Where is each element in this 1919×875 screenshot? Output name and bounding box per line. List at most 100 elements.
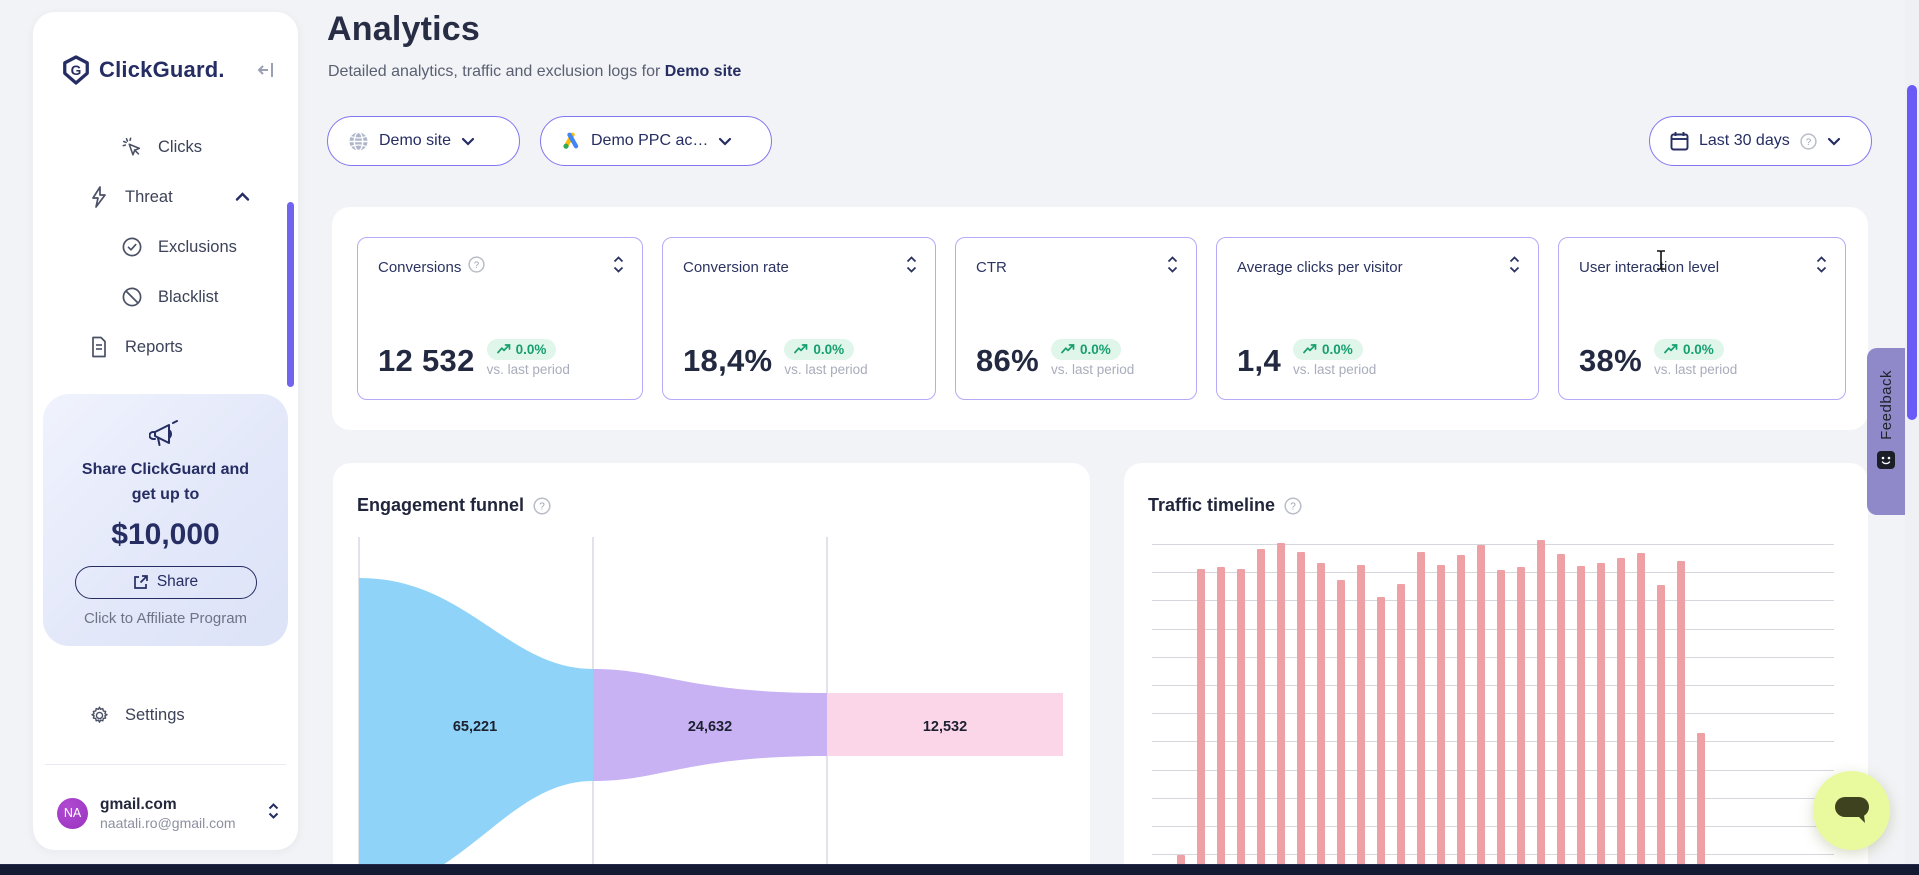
date-range-value: Last 30 days bbox=[1699, 132, 1790, 149]
traffic-bar bbox=[1617, 558, 1625, 866]
traffic-bar bbox=[1257, 549, 1265, 866]
traffic-bar bbox=[1697, 733, 1705, 866]
stat-compare-label: vs. last period bbox=[784, 362, 868, 377]
traffic-bar bbox=[1657, 585, 1665, 866]
sidebar-item-threat[interactable]: Threat bbox=[33, 172, 298, 222]
funnel-title: Engagement funnel bbox=[357, 495, 525, 515]
gear-icon bbox=[88, 704, 110, 726]
traffic-bar bbox=[1597, 563, 1605, 866]
stats-row: Conversions ? 12 532 0.0% vs. last perio… bbox=[357, 237, 1846, 400]
site-selector-value: Demo site bbox=[379, 132, 452, 149]
traffic-bar bbox=[1557, 554, 1565, 866]
help-icon[interactable]: ? bbox=[533, 496, 551, 515]
traffic-bar bbox=[1677, 561, 1685, 866]
ppc-account-value: Demo PPC ac… bbox=[591, 132, 709, 149]
page-title: Analytics bbox=[327, 10, 480, 48]
sidebar-item-reports[interactable]: Reports bbox=[33, 322, 298, 372]
app-title: ClickGuard. bbox=[99, 57, 225, 82]
sidebar-item-label: Blacklist bbox=[158, 287, 219, 306]
stat-card-conversions: Conversions ? 12 532 0.0% vs. last perio… bbox=[357, 237, 643, 400]
feedback-smiley-icon bbox=[1877, 450, 1895, 469]
stat-title: CTR bbox=[976, 258, 1007, 276]
taskbar bbox=[0, 864, 1919, 875]
chevron-up-icon[interactable] bbox=[235, 189, 250, 207]
help-icon[interactable]: ? bbox=[1284, 496, 1302, 515]
globe-icon bbox=[349, 131, 368, 151]
settings-label: Settings bbox=[125, 705, 185, 724]
stat-change-badge: 0.0% bbox=[1293, 339, 1363, 360]
page-scrollbar-track[interactable] bbox=[1905, 0, 1919, 875]
funnel-stage-1 bbox=[359, 578, 593, 871]
stat-change-value: 0.0% bbox=[515, 342, 547, 357]
funnel-stage-3-value: 12,532 bbox=[923, 719, 967, 735]
sidebar-item-blacklist[interactable]: Blacklist bbox=[33, 272, 298, 322]
sidebar-scrollbar-thumb[interactable] bbox=[287, 202, 294, 387]
stat-change-badge: 0.0% bbox=[1050, 339, 1121, 360]
affiliate-program-link[interactable]: Click to Affiliate Program bbox=[83, 609, 248, 627]
sidebar-item-settings[interactable]: Settings bbox=[33, 690, 298, 740]
stat-card-ctr: CTR 86% 0.0% vs. last period bbox=[955, 237, 1197, 400]
stat-compare-label: vs. last period bbox=[1653, 362, 1738, 377]
user-name: gmail.com bbox=[100, 795, 177, 813]
stat-value: 12 532 bbox=[378, 343, 475, 378]
stat-compare-label: vs. last period bbox=[486, 362, 570, 377]
traffic-bar bbox=[1537, 540, 1545, 866]
megaphone-icon bbox=[148, 420, 178, 446]
stat-change-badge: 0.0% bbox=[784, 339, 855, 360]
stat-change-value: 0.0% bbox=[813, 342, 845, 357]
trend-up-icon bbox=[1061, 342, 1075, 357]
gridline bbox=[1152, 544, 1834, 545]
page-scrollbar-thumb[interactable] bbox=[1907, 85, 1917, 420]
ppc-account-dropdown[interactable]: Demo PPC ac… bbox=[540, 116, 772, 166]
page-subtitle: Detailed analytics, traffic and exclusio… bbox=[328, 63, 741, 81]
metric-sort-control[interactable] bbox=[613, 256, 624, 278]
traffic-bar bbox=[1357, 565, 1365, 866]
help-icon[interactable]: ? bbox=[468, 256, 486, 278]
site-selector-dropdown[interactable]: Demo site bbox=[327, 116, 520, 166]
user-account-menu[interactable]: NA gmail.com naatali.ro@gmail.com bbox=[33, 782, 298, 844]
stat-change-badge: 0.0% bbox=[486, 339, 557, 360]
sidebar-item-clicks[interactable]: Clicks bbox=[33, 122, 298, 172]
traffic-bar bbox=[1317, 563, 1325, 866]
gridline bbox=[1152, 854, 1834, 856]
share-button[interactable]: Share bbox=[74, 565, 257, 599]
stat-change-value: 0.0% bbox=[1682, 342, 1714, 357]
metric-sort-control[interactable] bbox=[1167, 256, 1178, 278]
funnel-stage-3 bbox=[827, 693, 1063, 756]
avatar: NA bbox=[57, 797, 88, 829]
gridline bbox=[1152, 769, 1834, 771]
affiliate-promo-card: Share ClickGuard and get up to $10,000 S… bbox=[43, 394, 288, 646]
user-email: naatali.ro@gmail.com bbox=[100, 814, 236, 831]
clickguard-logo-icon: G bbox=[63, 55, 89, 85]
stat-title: Conversion rate bbox=[683, 258, 789, 276]
trend-up-icon bbox=[1303, 342, 1317, 357]
gridline bbox=[1152, 713, 1834, 715]
sidebar-item-exclusions[interactable]: Exclusions bbox=[33, 222, 298, 272]
promo-text-line2: get up to bbox=[131, 485, 200, 503]
chat-launcher-button[interactable] bbox=[1813, 771, 1890, 850]
collapse-sidebar-button[interactable] bbox=[254, 58, 278, 82]
gridline bbox=[1152, 826, 1834, 827]
feedback-tab[interactable]: Feedback bbox=[1867, 348, 1905, 515]
help-icon[interactable]: ? bbox=[1800, 132, 1817, 150]
traffic-bar bbox=[1637, 553, 1645, 866]
stat-title: Conversions bbox=[378, 258, 462, 276]
logo-row: G ClickGuard. bbox=[61, 52, 278, 88]
metric-sort-control[interactable] bbox=[906, 256, 917, 278]
svg-text:?: ? bbox=[1806, 137, 1811, 148]
cursor-click-icon bbox=[121, 136, 143, 158]
promo-text-line1: Share ClickGuard and bbox=[81, 461, 250, 478]
metric-sort-control[interactable] bbox=[1509, 256, 1520, 278]
traffic-bar bbox=[1297, 552, 1305, 866]
traffic-chart bbox=[1152, 463, 1834, 866]
metric-sort-control[interactable] bbox=[1816, 256, 1827, 278]
engagement-funnel-card: Engagement funnel ? 65,221 24,632 12,532 bbox=[333, 463, 1090, 875]
funnel-chart: 65,221 24,632 12,532 bbox=[358, 537, 1063, 871]
page-subtitle-text: Detailed analytics, traffic and exclusio… bbox=[328, 63, 665, 80]
traffic-bar bbox=[1577, 566, 1585, 866]
sidebar-nav: Clicks Threat Exclusions Blacklist Reports bbox=[33, 122, 298, 372]
funnel-stage-2 bbox=[593, 669, 827, 781]
promo-amount: $10,000 bbox=[111, 517, 220, 551]
date-range-dropdown[interactable]: Last 30 days ? bbox=[1649, 116, 1872, 166]
